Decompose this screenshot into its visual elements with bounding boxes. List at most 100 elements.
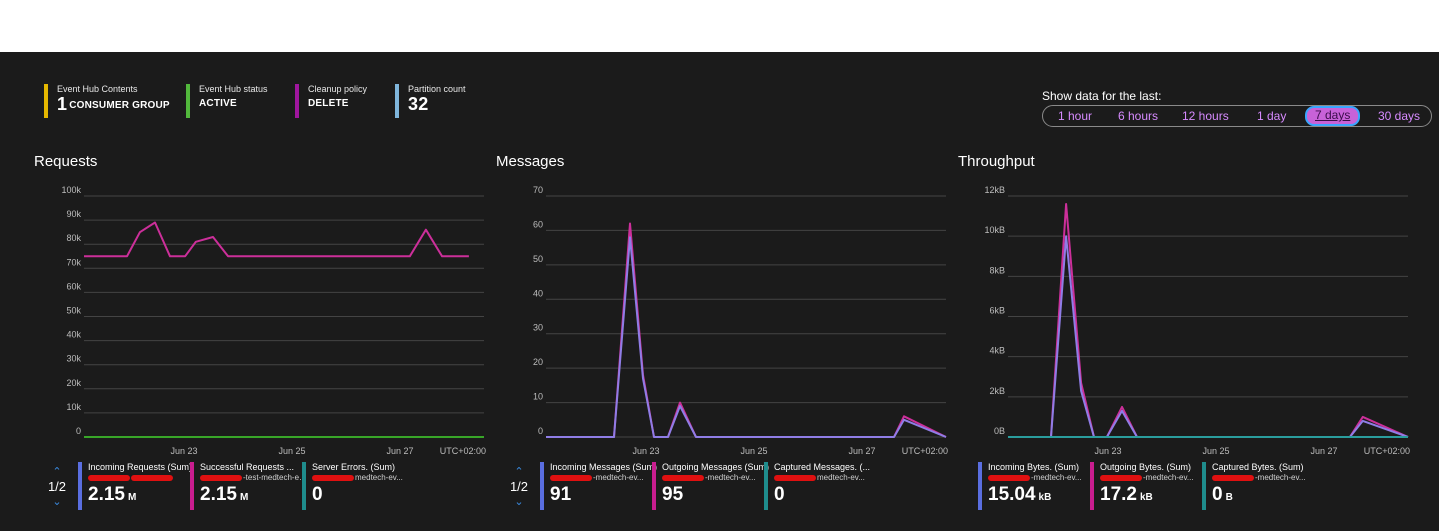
y-tick-label: 4kB <box>989 346 1005 356</box>
legend-value-unit: B <box>1225 492 1233 503</box>
y-tick-label: 10 <box>533 392 543 402</box>
time-range-option-12-hours[interactable]: 12 hours <box>1182 109 1229 123</box>
legend-metric-name: Outgoing Bytes. (Sum) <box>1100 462 1192 472</box>
timezone-label: UTC+02:00 <box>902 446 948 456</box>
x-tick-label: Jun 27 <box>848 446 875 456</box>
x-tick-label: Jun 23 <box>1094 446 1121 456</box>
legend-value: 0 <box>774 483 882 510</box>
y-tick-label: 10kB <box>984 225 1005 235</box>
time-range-option-6-hours[interactable]: 6 hours <box>1118 109 1159 123</box>
legend-value-number: 0 <box>1212 484 1223 505</box>
redaction-mark <box>1100 474 1142 481</box>
time-range-option-7-days[interactable]: 7 days <box>1305 106 1361 126</box>
legend-resource-name: -medtech-ev... <box>988 473 1096 483</box>
legend-resource-name: medtech-ev... <box>312 473 420 483</box>
legend-outgoing-messages[interactable]: Outgoing Messages (Sum) -medtech-ev... 9… <box>652 462 770 510</box>
legend-resource-name: -medtech-ev... <box>1100 473 1208 483</box>
legend-metric-name: Server Errors. (Sum) <box>312 462 396 472</box>
tile-label: Event Hub status <box>199 84 268 94</box>
tile-value: 1 CONSUMER GROUP <box>57 95 170 115</box>
x-tick-label: Jun 27 <box>1310 446 1337 456</box>
redaction-mark <box>88 474 130 481</box>
y-tick-label: 12kB <box>984 185 1005 195</box>
chevron-down-icon[interactable]: ⌄ <box>514 496 524 508</box>
legend-value-number: 2.15 <box>88 484 125 505</box>
tile-event-hub-contents: Event Hub Contents 1 CONSUMER GROUP <box>44 84 170 118</box>
tile-cleanup-policy: Cleanup policy DELETE <box>295 84 367 118</box>
chevron-down-icon[interactable]: ⌄ <box>52 496 62 508</box>
throughput-line-chart: 0B 2kB 4kB 6kB 8kB 10kB 12kB Jun 23 Jun 25 Jun 27… <box>984 185 1410 456</box>
tile-label: Event Hub Contents <box>57 84 138 94</box>
legend-outgoing-bytes[interactable]: Outgoing Bytes. (Sum) -medtech-ev... 17.… <box>1090 462 1208 510</box>
y-tick-label: 50 <box>533 254 543 264</box>
tile-partition-count: Partition count 32 <box>395 84 466 118</box>
legend-incoming-bytes[interactable]: Incoming Bytes. (Sum) -medtech-ev... 15.… <box>978 462 1096 510</box>
legend-metric-name: Incoming Bytes. (Sum) <box>988 462 1080 472</box>
tile-event-hub-status: Event Hub status ACTIVE <box>186 84 268 118</box>
time-range-title: Show data for the last: <box>1042 89 1162 103</box>
legend-incoming-requests[interactable]: Incoming Requests (Sum) 2.15 M <box>78 462 196 510</box>
legend-resource-text: -medtech-ev... <box>593 473 644 482</box>
chevron-up-icon[interactable]: ⌃ <box>514 466 524 478</box>
y-tick-label: 60k <box>66 281 81 291</box>
legend-resource-text: -medtech-ev... <box>1255 473 1306 482</box>
legend-server-errors[interactable]: Server Errors. (Sum) medtech-ev... 0 <box>302 462 420 510</box>
y-tick-label: 30 <box>533 323 543 333</box>
legend-value-number: 15.04 <box>988 484 1036 505</box>
legend-value-number: 0 <box>312 484 323 505</box>
legend-resource-text: -medtech-ev... <box>1143 473 1194 482</box>
legend-value: 2.15 M <box>88 483 196 510</box>
y-tick-label: 80k <box>66 233 81 243</box>
legend-resource-text: -test-medtech-ev... <box>243 473 308 482</box>
y-tick-label: 6kB <box>989 306 1005 316</box>
x-tick-label: Jun 25 <box>1202 446 1229 456</box>
requests-line-chart: 0 10k 20k 30k 40k 50k 60k 70k 80k 90k 100k Jun 23 Ju… <box>61 185 486 456</box>
tile-value-text: CONSUMER GROUP <box>69 100 170 111</box>
x-tick-label: Jun 27 <box>386 446 413 456</box>
y-tick-label: 2kB <box>989 386 1005 396</box>
legend-value-number: 0 <box>774 484 785 505</box>
legend-value-unit: M <box>127 492 137 503</box>
time-range-option-1-day[interactable]: 1 day <box>1257 109 1287 123</box>
chart-title-messages: Messages <box>496 153 565 170</box>
legend-value-number: 95 <box>662 484 684 505</box>
legend-successful-requests[interactable]: Successful Requests ... -test-medtech-ev… <box>190 462 308 510</box>
y-tick-label: 40 <box>533 288 543 298</box>
legend-resource-name: -medtech-ev... <box>662 473 770 483</box>
legend-captured-messages[interactable]: Captured Messages. (... medtech-ev... 0 <box>764 462 882 510</box>
redaction-mark <box>662 474 704 481</box>
legend-resource-name: medtech-ev... <box>774 473 882 483</box>
redaction-mark <box>774 474 816 481</box>
y-tick-label: 100k <box>61 185 81 195</box>
chevron-up-icon[interactable]: ⌃ <box>52 466 62 478</box>
x-tick-label: Jun 23 <box>632 446 659 456</box>
legend-value-unit: kB <box>1139 492 1153 503</box>
y-tick-label: 70 <box>533 185 543 195</box>
legend-resource-text: medtech-ev... <box>355 473 403 482</box>
y-tick-label: 0 <box>76 426 81 436</box>
x-tick-label: Jun 25 <box>278 446 305 456</box>
tile-label: Partition count <box>408 84 466 94</box>
time-range-option-1-hour[interactable]: 1 hour <box>1058 109 1093 123</box>
x-tick-label: Jun 23 <box>170 446 197 456</box>
tile-big-value: 1 <box>57 94 68 114</box>
tile-value-text: DELETE <box>308 98 349 109</box>
legend-value: 2.15 M <box>200 483 308 510</box>
messages-line-chart: 0 10 20 30 40 50 60 70 Jun 23 Jun 25 Jun 27 UTC+02:… <box>533 185 948 456</box>
time-range-option-30-days[interactable]: 30 days <box>1378 109 1421 123</box>
legend-page-indicator: 1/2 <box>47 479 67 494</box>
legend-incoming-messages[interactable]: Incoming Messages (Sum) -medtech-ev... 9… <box>540 462 658 510</box>
time-range-selector: 1 hour 6 hours 12 hours 1 day 7 days 30 … <box>1042 105 1432 127</box>
chart-title-throughput: Throughput <box>958 153 1035 170</box>
redaction-mark <box>200 474 242 481</box>
legend-resource-name: -medtech-ev... <box>550 473 658 483</box>
legend-metric-name: Incoming Requests (Sum) <box>88 462 193 472</box>
legend-resource-text: medtech-ev... <box>817 473 865 482</box>
y-tick-label: 30k <box>66 354 81 364</box>
timezone-label: UTC+02:00 <box>440 446 486 456</box>
series-line <box>546 222 947 438</box>
tile-big-value: 32 <box>408 94 429 114</box>
y-tick-label: 10k <box>66 402 81 412</box>
